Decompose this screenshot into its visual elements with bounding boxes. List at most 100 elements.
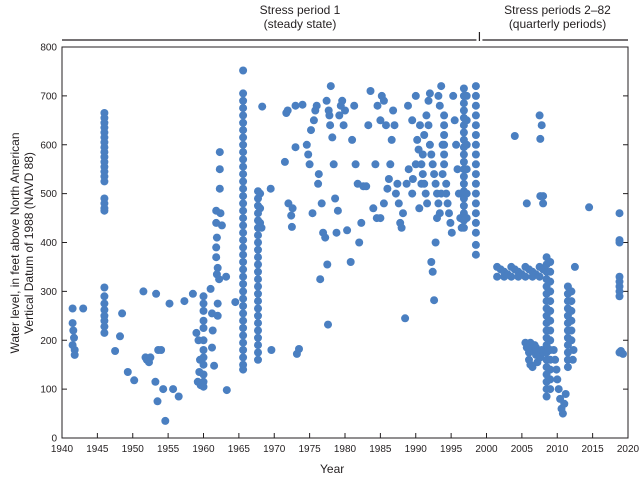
data-point: [615, 209, 624, 218]
data-point: [335, 111, 344, 120]
data-point: [440, 131, 449, 139]
data-point: [440, 150, 449, 159]
data-point: [425, 140, 434, 149]
data-point: [440, 121, 449, 130]
data-point: [471, 199, 480, 208]
data-point: [239, 265, 248, 274]
data-point: [350, 101, 359, 110]
stress-period-2-82-label: Stress periods 2–82 (quarterly periods): [470, 3, 641, 31]
data-point: [471, 101, 480, 110]
data-point: [539, 199, 548, 208]
data-point: [256, 204, 265, 213]
data-point: [339, 121, 348, 130]
data-point: [239, 111, 248, 120]
data-points: [68, 66, 627, 425]
data-point: [521, 272, 530, 281]
data-point: [298, 100, 307, 109]
data-point: [210, 361, 219, 370]
data-point: [418, 150, 427, 159]
data-point: [258, 102, 267, 111]
data-point: [174, 392, 183, 401]
data-point: [546, 258, 555, 266]
data-point: [161, 416, 170, 425]
data-point: [553, 375, 562, 384]
y-tick-label: 700: [40, 91, 57, 102]
data-point: [382, 121, 390, 130]
data-point: [425, 89, 434, 98]
data-point: [254, 238, 262, 247]
data-point: [471, 150, 480, 159]
data-point: [430, 170, 439, 179]
y-tick-label: 600: [40, 140, 57, 151]
data-point: [212, 233, 221, 242]
data-point: [100, 322, 109, 331]
data-point: [442, 179, 451, 188]
data-point: [493, 272, 502, 281]
data-point: [453, 165, 462, 174]
data-point: [536, 134, 545, 143]
data-point: [546, 336, 555, 345]
data-point: [100, 316, 109, 325]
data-point: [471, 160, 480, 169]
data-point: [408, 175, 417, 183]
data-point: [100, 283, 109, 292]
data-point: [447, 228, 456, 237]
data-point: [254, 311, 262, 320]
data-point: [280, 157, 289, 166]
data-point: [427, 150, 436, 159]
y-tick-label: 500: [40, 189, 57, 200]
data-point: [421, 189, 430, 198]
data-point: [308, 209, 317, 218]
data-point: [343, 226, 352, 235]
data-point: [257, 223, 266, 232]
data-point: [239, 302, 248, 310]
data-point: [500, 272, 509, 281]
data-point: [312, 101, 321, 110]
data-point: [152, 289, 161, 298]
data-point: [199, 292, 208, 301]
data-point: [459, 106, 468, 115]
x-tick-label: 1965: [228, 444, 251, 455]
data-point: [239, 287, 248, 296]
data-point: [619, 349, 627, 358]
data-point: [212, 243, 221, 252]
data-point: [546, 297, 555, 306]
data-point: [416, 121, 424, 130]
data-point: [302, 140, 311, 149]
data-point: [397, 223, 406, 232]
x-tick-label: 1980: [334, 444, 357, 455]
data-point: [323, 260, 332, 269]
data-point: [568, 355, 577, 364]
data-point: [546, 306, 555, 315]
data-point: [239, 338, 248, 347]
data-point: [239, 365, 248, 374]
data-point: [254, 326, 262, 335]
data-point: [341, 106, 349, 115]
data-point: [440, 111, 449, 120]
data-point: [389, 106, 398, 115]
data-point: [70, 333, 78, 342]
data-point: [510, 132, 519, 140]
data-point: [239, 89, 248, 98]
data-point: [239, 294, 248, 303]
data-point: [471, 170, 480, 179]
x-tick-label: 1945: [86, 444, 109, 455]
data-point: [348, 135, 357, 144]
data-point: [379, 96, 388, 105]
x-tick-label: 1990: [405, 444, 428, 455]
y-tick-label: 0: [51, 434, 57, 445]
data-point: [188, 289, 197, 298]
data-point: [239, 66, 248, 75]
stress-period-2-82-subtitle: (quarterly periods): [508, 17, 607, 31]
data-point: [567, 306, 576, 315]
data-point: [157, 346, 166, 354]
data-point: [151, 377, 160, 386]
data-point: [408, 189, 417, 198]
data-point: [376, 214, 385, 223]
data-point: [546, 267, 555, 276]
data-point: [428, 267, 437, 276]
data-point: [192, 328, 201, 337]
data-point: [442, 189, 451, 198]
data-point: [239, 155, 248, 164]
x-axis-label: Year: [320, 462, 345, 476]
